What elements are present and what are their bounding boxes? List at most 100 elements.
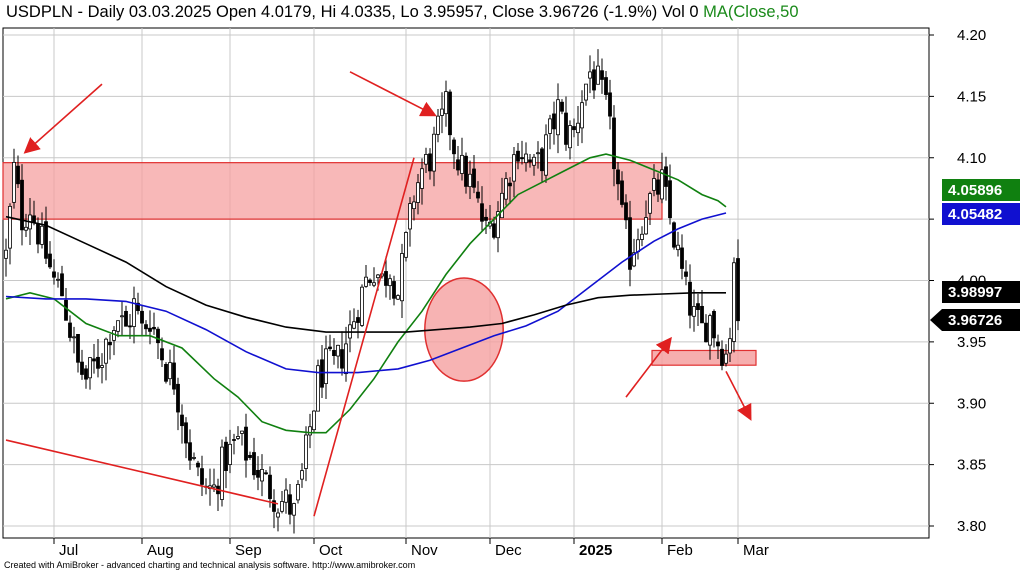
candle (272, 489, 276, 529)
candle-body (524, 153, 528, 164)
candle (432, 126, 436, 187)
candle (620, 171, 624, 208)
candle (200, 455, 204, 496)
candle (704, 314, 708, 343)
candle (580, 90, 584, 144)
candle (120, 301, 124, 336)
candle (256, 456, 260, 491)
candle (284, 478, 288, 514)
candle-body (556, 99, 560, 136)
candle (640, 226, 644, 247)
candle-body (316, 365, 320, 412)
candle-body (516, 150, 520, 162)
candle (12, 148, 16, 209)
candle-body (72, 336, 76, 339)
y-tick-label: 4.20 (957, 27, 986, 44)
candle (260, 454, 264, 497)
candle (556, 83, 560, 154)
candle-body (628, 217, 632, 270)
candle (452, 137, 456, 170)
candle (228, 429, 232, 474)
candle-body (40, 225, 44, 245)
candle (292, 502, 296, 534)
candle-body (444, 91, 448, 115)
x-tick-label: Aug (147, 542, 174, 559)
candle-body (644, 217, 648, 235)
candle (528, 153, 532, 168)
candle (600, 58, 604, 94)
candle-body (32, 215, 36, 223)
candle-body (276, 512, 280, 518)
candle-body (576, 122, 580, 134)
candle (592, 61, 596, 99)
candle (668, 164, 672, 225)
candle-body (608, 92, 612, 117)
candle-body (152, 326, 156, 330)
candle-body (632, 252, 636, 267)
candle-body (468, 173, 472, 188)
chart-title: USDPLN - Daily 03.03.2025 Open 4.0179, H… (6, 3, 699, 21)
candle (552, 101, 556, 145)
candle (644, 200, 648, 235)
candle (392, 275, 396, 306)
candle-body (660, 169, 664, 200)
candle-body (636, 239, 640, 253)
candle (420, 158, 424, 205)
candle-body (52, 271, 56, 278)
candle (476, 181, 480, 203)
x-axis: Jul Aug Sep Oct Nov Dec 2025 Feb Mar (53, 538, 769, 559)
candle (700, 289, 704, 324)
candle-body (528, 159, 532, 163)
candle (460, 137, 464, 181)
candle-body (284, 489, 288, 503)
candle (40, 212, 44, 249)
candle-body (308, 426, 312, 436)
candle (676, 231, 680, 257)
candle-body (384, 271, 388, 286)
candle-body (104, 338, 108, 364)
candle-body (296, 484, 300, 501)
candle-body (48, 253, 52, 268)
candle-body (336, 344, 340, 357)
candle-body (376, 274, 380, 279)
candle-body (228, 443, 232, 465)
candle-body (176, 383, 180, 413)
candle (344, 326, 348, 382)
candle (512, 146, 516, 198)
candle-body (408, 203, 412, 230)
candle (76, 333, 80, 373)
candle (568, 120, 572, 160)
candle (132, 286, 136, 344)
candle-body (596, 65, 600, 85)
candle-body (164, 363, 168, 382)
candle-body (520, 157, 524, 160)
candle-body (192, 457, 196, 459)
candle-body (360, 286, 364, 326)
candle (648, 191, 652, 226)
candle (732, 257, 736, 353)
candle-body (708, 315, 712, 346)
candle (416, 173, 420, 215)
candle (468, 160, 472, 199)
support-zone (651, 349, 757, 366)
candle (140, 305, 144, 336)
candle (108, 334, 112, 360)
candle-body (16, 165, 20, 185)
candle-body (624, 202, 628, 221)
candle (596, 49, 600, 85)
candle-body (564, 112, 568, 145)
candle-body (124, 310, 128, 327)
candle (624, 194, 628, 229)
candle (4, 238, 8, 277)
badge-label: 3.98997 (948, 284, 1002, 301)
trend-line (313, 157, 415, 517)
candle (116, 320, 120, 338)
footer-credit: Created with AmiBroker - advanced charti… (4, 560, 416, 570)
candle (156, 326, 160, 360)
candle (176, 377, 180, 431)
candle-body (20, 179, 24, 231)
candle-body (200, 468, 204, 485)
candle-body (480, 203, 484, 222)
candle (736, 239, 740, 331)
candle (716, 334, 720, 360)
